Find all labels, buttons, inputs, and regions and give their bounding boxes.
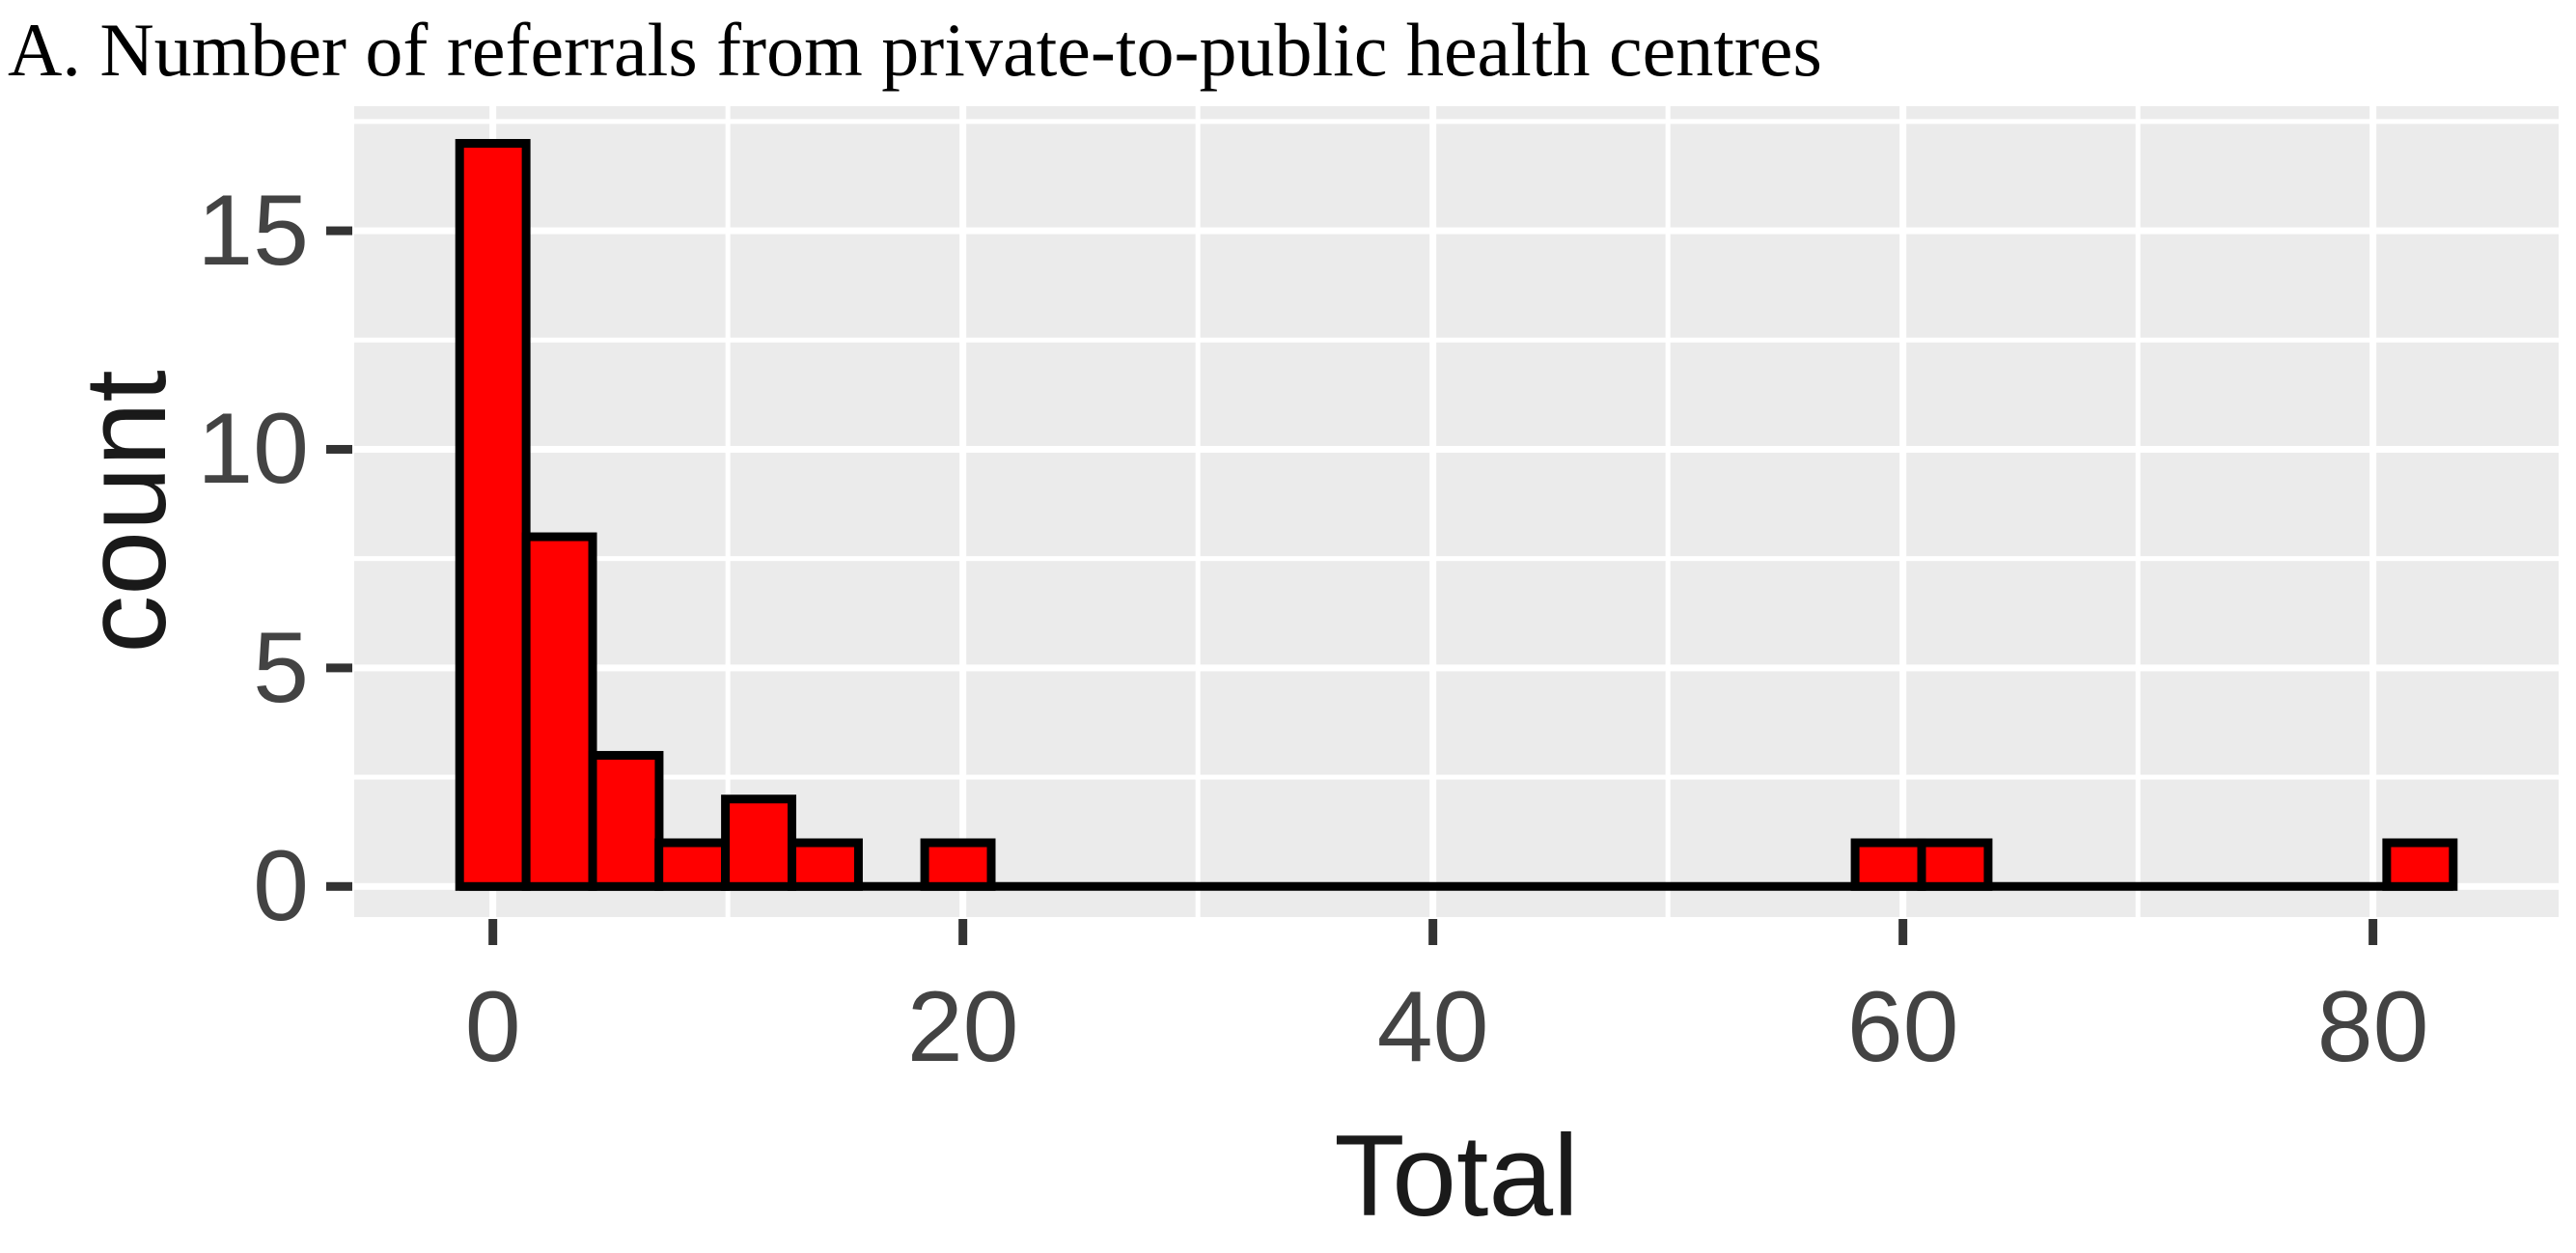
histogram-bar — [721, 794, 797, 891]
y-tick-label: 15 — [197, 175, 309, 288]
x-tick-label: 20 — [906, 971, 1019, 1083]
histogram-bar — [920, 838, 996, 891]
y-tick-mark — [326, 444, 352, 454]
histogram-bar — [588, 750, 664, 891]
panel-background — [354, 106, 2559, 917]
histogram-bar — [1917, 838, 1993, 891]
gridline-minor-vertical — [2135, 106, 2141, 917]
gridline-minor-horizontal — [354, 337, 2559, 343]
x-tick-label: 40 — [1376, 971, 1489, 1083]
histogram-bar — [2382, 838, 2458, 891]
histogram-bar — [654, 838, 731, 891]
histogram-bar — [521, 532, 597, 891]
gridline-minor-horizontal — [354, 774, 2559, 780]
gridline-major-vertical — [1429, 106, 1437, 917]
figure-title: A. Number of referrals from private-to-p… — [8, 8, 1822, 92]
gridline-major-horizontal — [354, 445, 2559, 453]
gridline-minor-vertical — [1195, 106, 1201, 917]
x-tick-mark — [488, 919, 498, 945]
x-tick-label: 80 — [2316, 971, 2429, 1083]
histogram-bar — [455, 138, 531, 891]
histogram-bar — [1850, 838, 1926, 891]
gridline-minor-vertical — [1665, 106, 1671, 917]
gridline-major-vertical — [1899, 106, 1907, 917]
y-tick-mark — [326, 226, 352, 236]
x-axis-title: Total — [1334, 1111, 1579, 1240]
x-tick-label: 0 — [464, 971, 521, 1083]
gridline-major-vertical — [959, 106, 967, 917]
x-tick-mark — [958, 919, 968, 945]
gridline-major-vertical — [2369, 106, 2377, 917]
x-tick-mark — [2368, 919, 2378, 945]
y-tick-mark — [326, 663, 352, 673]
histogram-bar — [788, 838, 863, 891]
y-tick-label: 0 — [253, 830, 309, 943]
y-tick-mark — [326, 881, 352, 891]
y-tick-label: 10 — [197, 393, 309, 506]
x-tick-mark — [1898, 919, 1908, 945]
gridline-minor-horizontal — [354, 119, 2559, 125]
y-tick-label: 5 — [253, 611, 309, 724]
gridline-minor-horizontal — [354, 556, 2559, 562]
gridline-major-horizontal — [354, 664, 2559, 672]
x-tick-mark — [1428, 919, 1438, 945]
gridline-minor-vertical — [725, 106, 731, 917]
gridline-major-horizontal — [354, 227, 2559, 235]
x-tick-label: 60 — [1846, 971, 1959, 1083]
y-axis-title: count — [61, 370, 190, 654]
